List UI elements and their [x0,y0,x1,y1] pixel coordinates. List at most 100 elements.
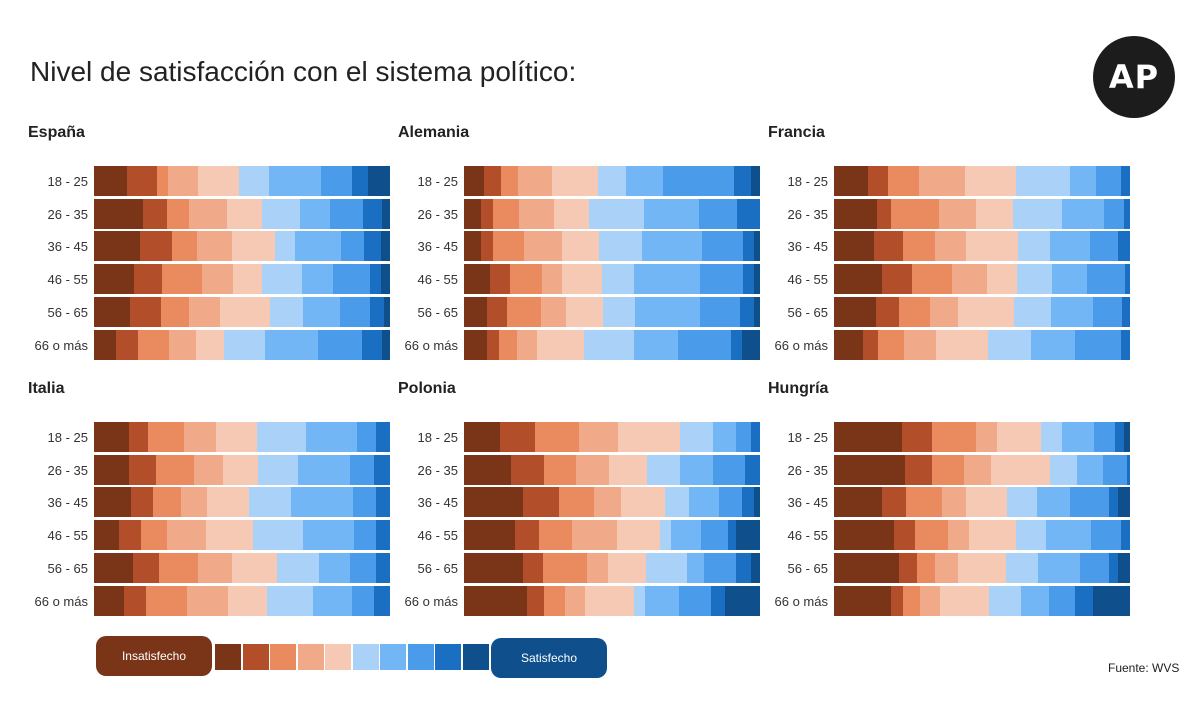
bar-segment [1095,166,1122,196]
bar-segment [228,585,267,616]
bar-segment [341,231,365,262]
bar-segment [301,264,334,295]
bar-segment [353,487,376,518]
bar-segment [935,329,988,360]
bar-segment [1005,552,1039,583]
bar-segment [464,231,482,262]
bar-segment [94,166,127,196]
bar-segment [189,198,228,229]
row-label: 56 - 65 [417,560,458,576]
bar-segment [834,585,892,616]
bar-segment [754,296,760,327]
panel-2: Francia 18 - 25 26 - 35 36 - 45 46 - 55 56 - … [768,124,1130,364]
bar-segment [958,296,1015,327]
bar-segment [1121,296,1130,327]
bar-segment [544,585,565,616]
bar-segment [571,520,618,551]
bar-segment [617,422,681,452]
bar-segment [253,520,304,551]
bar-segment [939,198,977,229]
stacked-bar [834,520,1130,551]
bar-segment [94,329,117,360]
bar-segment [902,422,932,452]
bar-segment [142,198,168,229]
bar-segment [148,422,184,452]
bar-segment [736,198,760,229]
row-label: 36 - 45 [787,495,828,511]
bar-segment [700,296,741,327]
bar-segment [734,166,752,196]
bar-segment [515,520,540,551]
bar-segment [500,166,519,196]
bar-segment [1118,552,1130,583]
panel-5: Hungría 18 - 25 26 - 35 36 - 45 46 - 55 56 - … [768,380,1130,620]
bar-segment [976,422,997,452]
legend-swatch [215,644,241,670]
bar-segment [905,487,942,518]
bar-segment [133,552,159,583]
bar-segment [1109,552,1119,583]
bar-segment [601,264,634,295]
bar-segment [677,329,731,360]
bar-segment [481,231,493,262]
bar-segment [633,329,678,360]
stacked-bar [464,264,760,295]
bar-segment [129,422,149,452]
stacked-bar [464,329,760,360]
bar-segment [464,264,490,295]
bar-segment [133,264,163,295]
bar-segment [702,231,743,262]
bar-segment [375,487,390,518]
bar-segment [754,487,760,518]
bar-segment [535,422,580,452]
bar-segment [929,296,959,327]
bar-segment [167,198,190,229]
bar-segment [1079,552,1110,583]
bar-segment [745,454,760,485]
bar-segment [919,166,965,196]
bar-segment [543,552,588,583]
row-label: 18 - 25 [47,174,88,189]
bar-segment [751,166,760,196]
bar-segment [1038,552,1080,583]
bar-segment [518,166,553,196]
bar-segment [333,264,371,295]
bar-segment [1094,422,1116,452]
row-label: 18 - 25 [417,430,458,445]
stacked-bar [834,166,1130,196]
bar-segment [679,585,712,616]
bar-segment [94,198,143,229]
bar-segment [594,487,621,518]
bar-segment [384,296,390,327]
bar-segment [227,198,263,229]
bar-segment [168,329,197,360]
bar-segment [688,487,719,518]
bar-segment [987,264,1017,295]
bar-segment [198,166,240,196]
bar-segment [1092,585,1130,616]
bar-segment [487,329,500,360]
bar-segment [941,487,966,518]
bar-segment [633,264,700,295]
bar-segment [712,422,737,452]
bar-segment [126,166,158,196]
bar-segment [376,422,390,452]
bar-segment [375,520,390,551]
bar-segment [754,264,760,295]
bar-segment [524,231,562,262]
bar-segment [587,552,608,583]
bar-segment [375,552,390,583]
bar-segment [1124,264,1130,295]
bar-segment [1013,198,1062,229]
bar-segment [712,454,746,485]
bar-segment [202,264,234,295]
bar-segment [464,422,500,452]
bar-segment [205,520,254,551]
bar-segment [1061,198,1105,229]
row-label: 26 - 35 [417,206,458,222]
bar-segment [128,454,156,485]
bar-segment [1117,487,1130,518]
bar-segment [899,552,917,583]
bar-segment [493,198,520,229]
bar-segment [584,329,634,360]
